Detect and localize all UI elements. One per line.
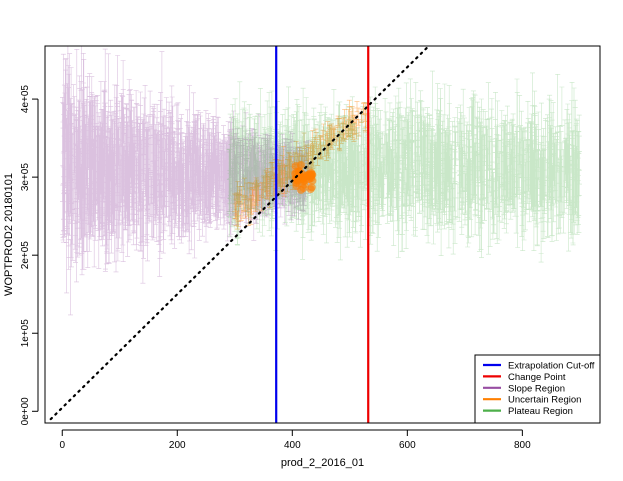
series-layer	[60, 46, 582, 316]
diagonal-reference-line	[49, 46, 431, 421]
x-tick-label: 0	[59, 440, 65, 451]
x-tick-label: 200	[169, 440, 186, 451]
series-plateau-region	[226, 70, 582, 263]
x-tick-label: 800	[514, 440, 531, 451]
point	[306, 185, 315, 194]
point	[294, 172, 303, 181]
legend-label: Extrapolation Cut-off	[508, 361, 595, 372]
series-uncertain-core	[291, 161, 317, 194]
y-tick-label: 0e+00	[20, 397, 31, 426]
point	[308, 176, 317, 185]
y-axis-label: WOPTPROD2 20180101	[3, 173, 15, 296]
point	[307, 170, 316, 179]
point	[291, 162, 300, 171]
reference-lines	[49, 46, 431, 423]
y-tick-label: 2e+05	[20, 241, 31, 270]
error-bars	[232, 99, 369, 230]
legend-label: Uncertain Region	[508, 395, 581, 406]
legend-label: Plateau Region	[508, 406, 573, 417]
legend-label: Change Point	[508, 372, 566, 383]
legend-label: Slope Region	[508, 383, 565, 394]
plot-frame	[44, 45, 601, 424]
y-tick-label: 1e+05	[20, 319, 31, 348]
point	[300, 176, 309, 185]
point	[292, 182, 301, 190]
x-tick-label: 600	[399, 440, 416, 451]
error-bars	[226, 70, 582, 263]
x-tick-label: 400	[284, 440, 301, 451]
series-uncertain-region	[232, 99, 369, 230]
y-tick-label: 3e+05	[20, 163, 31, 192]
y-axis: 0e+00 1e+05 2e+05 3e+05 4e+05	[20, 85, 39, 426]
x-axis: 0 200 400 600 800	[59, 429, 531, 451]
legend-box	[474, 354, 601, 424]
y-tick-label: 4e+05	[20, 85, 31, 114]
x-axis-label: prod_2_2016_01	[281, 457, 364, 469]
